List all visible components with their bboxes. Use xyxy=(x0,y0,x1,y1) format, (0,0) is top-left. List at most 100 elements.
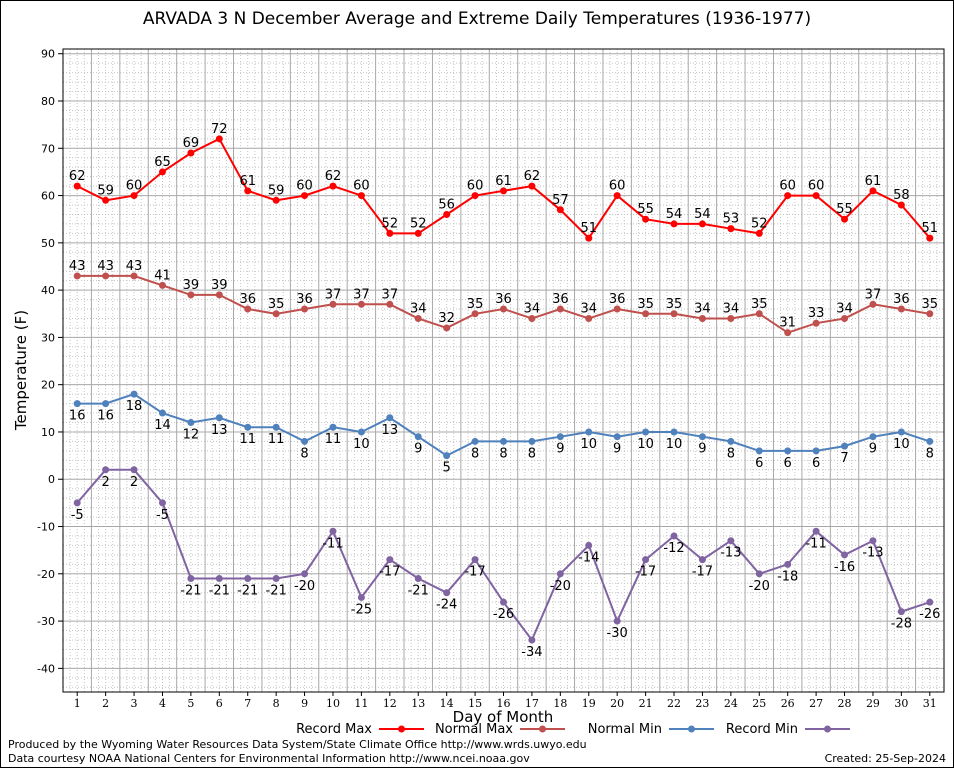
y-tick-label: -20 xyxy=(37,568,55,581)
data-point xyxy=(386,300,394,308)
data-point xyxy=(158,281,166,289)
data-point xyxy=(755,229,763,237)
data-point xyxy=(670,310,678,318)
data-point xyxy=(357,428,365,436)
data-label: 56 xyxy=(438,197,455,212)
data-point xyxy=(471,310,479,318)
data-point xyxy=(187,419,195,427)
x-tick-label: 28 xyxy=(838,697,852,710)
data-label: 61 xyxy=(239,174,256,189)
data-label: -21 xyxy=(408,584,429,599)
data-label: 34 xyxy=(580,301,597,316)
data-point xyxy=(130,192,138,200)
data-point xyxy=(585,314,593,322)
data-point xyxy=(812,192,820,200)
data-point xyxy=(613,192,621,200)
data-label: 2 xyxy=(101,475,109,490)
x-tick-label: 9 xyxy=(301,697,308,710)
data-point xyxy=(698,220,706,228)
data-point xyxy=(812,527,820,535)
data-point xyxy=(357,300,365,308)
data-label: 54 xyxy=(666,207,683,222)
data-label: 10 xyxy=(637,437,654,452)
x-tick-label: 8 xyxy=(273,697,280,710)
data-label: -12 xyxy=(663,541,684,556)
legend: Record Max Normal Max Normal Min Record Min xyxy=(296,722,850,737)
data-label: 60 xyxy=(296,179,313,194)
data-label: -21 xyxy=(266,584,287,599)
data-label: 62 xyxy=(524,169,541,184)
data-point xyxy=(73,400,81,408)
x-tick-label: 18 xyxy=(553,697,567,710)
data-label: 34 xyxy=(410,301,427,316)
x-tick-label: 21 xyxy=(639,697,653,710)
x-tick-label: 10 xyxy=(326,697,340,710)
data-point xyxy=(556,305,564,313)
data-point xyxy=(244,187,252,195)
x-axis-label: Day of Month xyxy=(453,708,554,726)
data-point xyxy=(187,149,195,157)
data-point xyxy=(585,541,593,549)
data-label: 13 xyxy=(211,423,228,438)
data-point xyxy=(301,305,309,313)
data-point xyxy=(528,182,536,190)
y-tick-label: 30 xyxy=(41,331,55,344)
x-tick-label: 11 xyxy=(354,697,368,710)
data-label: -5 xyxy=(71,508,84,523)
y-tick-label: 80 xyxy=(41,95,55,108)
data-point xyxy=(727,537,735,545)
x-tick-label: 19 xyxy=(582,697,596,710)
data-point xyxy=(869,187,877,195)
data-label: 6 xyxy=(812,456,820,471)
data-point xyxy=(727,314,735,322)
data-point xyxy=(528,314,536,322)
data-point xyxy=(187,575,195,583)
data-label: -20 xyxy=(294,579,315,594)
data-point xyxy=(784,192,792,200)
data-label: 41 xyxy=(154,268,171,283)
y-tick-label: 90 xyxy=(41,48,55,61)
data-label: -17 xyxy=(635,565,656,580)
data-point xyxy=(272,196,280,204)
data-point xyxy=(158,168,166,176)
data-point xyxy=(613,433,621,441)
data-point xyxy=(215,135,223,143)
data-label: -30 xyxy=(607,626,628,641)
data-label: 33 xyxy=(808,306,825,321)
data-label: 7 xyxy=(840,451,848,466)
data-point xyxy=(443,210,451,218)
data-label: 34 xyxy=(723,301,740,316)
data-label: 60 xyxy=(126,179,143,194)
footer-created: Created: 25-Sep-2024 xyxy=(824,752,946,765)
data-point xyxy=(414,433,422,441)
data-label: 57 xyxy=(552,193,569,208)
data-label: 60 xyxy=(779,179,796,194)
data-label: -20 xyxy=(550,579,571,594)
data-point xyxy=(102,272,110,280)
data-label: -20 xyxy=(749,579,770,594)
footer-producer: Produced by the Wyoming Water Resources … xyxy=(8,738,587,751)
data-label: 52 xyxy=(382,216,399,231)
data-label: 36 xyxy=(239,292,256,307)
data-label: -16 xyxy=(834,560,855,575)
data-point xyxy=(329,300,337,308)
data-label: 11 xyxy=(268,432,285,447)
data-label: 59 xyxy=(97,183,114,198)
data-point xyxy=(698,314,706,322)
x-tick-label: 3 xyxy=(131,697,138,710)
data-label: 51 xyxy=(922,221,939,236)
data-point xyxy=(841,215,849,223)
data-point xyxy=(556,433,564,441)
data-label: -21 xyxy=(209,584,230,599)
data-point xyxy=(784,329,792,337)
data-point xyxy=(897,428,905,436)
legend-label: Record Max xyxy=(296,722,372,737)
data-label: 69 xyxy=(183,136,200,151)
y-tick-label: 0 xyxy=(48,473,55,486)
x-tick-label: 27 xyxy=(809,697,823,710)
data-label: 35 xyxy=(666,297,683,312)
data-point xyxy=(386,229,394,237)
data-label: 60 xyxy=(609,179,626,194)
data-point xyxy=(244,575,252,583)
y-tick-label: 60 xyxy=(41,190,55,203)
